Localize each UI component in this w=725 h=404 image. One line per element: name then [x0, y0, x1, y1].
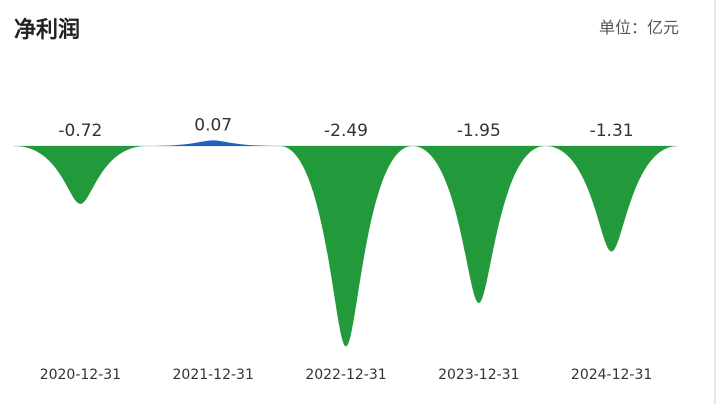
category-label: 2023-12-31 [438, 367, 519, 383]
category-label: 2022-12-31 [305, 367, 386, 383]
chart-marks [14, 140, 678, 347]
value-label: -2.49 [324, 121, 368, 141]
bar-2023-12-31[interactable] [412, 146, 546, 303]
value-label: -1.95 [457, 121, 501, 141]
chart-title: 净利润 [14, 18, 81, 43]
bar-2021-12-31[interactable] [146, 140, 280, 146]
bar-2022-12-31[interactable] [279, 146, 413, 347]
value-label: 0.07 [194, 115, 232, 135]
category-label: 2020-12-31 [40, 367, 121, 383]
panel-divider [714, 0, 716, 404]
unit-label: 单位：亿元 [598, 18, 679, 37]
bar-2020-12-31[interactable] [14, 146, 147, 204]
value-label: -1.31 [590, 121, 634, 141]
category-label: 2021-12-31 [173, 367, 254, 383]
chart-labels: -0.72 2020-12-31 0.07 2021-12-31 -2.49 2022-1… [40, 115, 653, 383]
value-label: -0.72 [58, 121, 102, 141]
bar-2024-12-31[interactable] [545, 146, 678, 252]
category-label: 2024-12-31 [571, 367, 652, 383]
